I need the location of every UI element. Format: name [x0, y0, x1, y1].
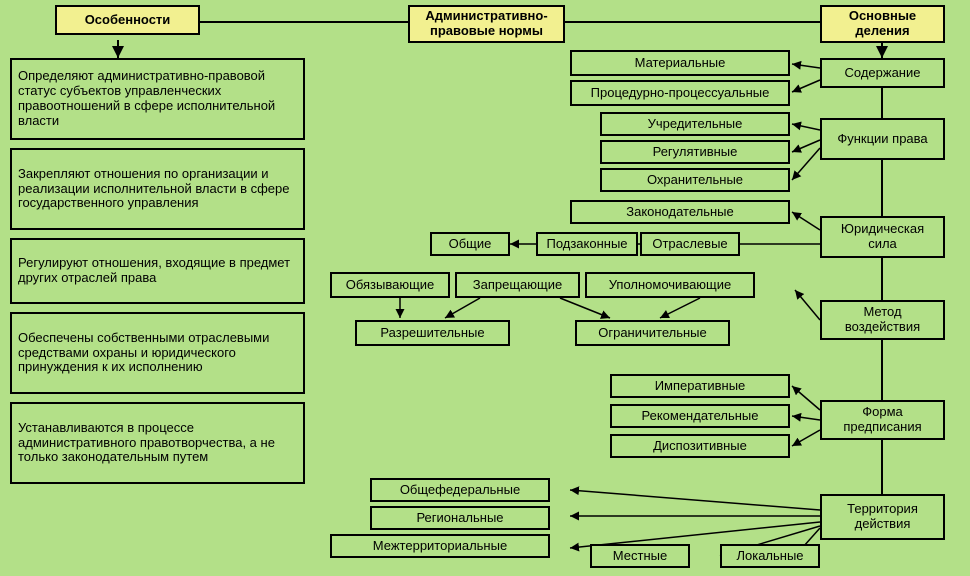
feature-box-2: Регулируют отношения, входя­щие в предме…: [10, 238, 305, 304]
header-main: Административно- правовые нормы: [408, 5, 565, 43]
header-features: Особенности: [55, 5, 200, 35]
item-branch: Отраслевые: [640, 232, 740, 256]
item-local: Местные: [590, 544, 690, 568]
item-local2: Локальные: [720, 544, 820, 568]
item-obliging: Обязывающие: [330, 272, 450, 298]
item-general: Общие: [430, 232, 510, 256]
item-material: Материальные: [570, 50, 790, 76]
item-regulatory: Регулятивные: [600, 140, 790, 164]
feature-box-3: Обеспечены собственными отраслевыми сред…: [10, 312, 305, 394]
feature-box-1: Закрепляют отношения по орга­низации и р…: [10, 148, 305, 230]
cat-legal-force: Юридическая сила: [820, 216, 945, 258]
cat-content: Содержание: [820, 58, 945, 88]
item-prohibiting: Запрещающие: [455, 272, 580, 298]
cat-functions: Функции права: [820, 118, 945, 160]
cat-territory: Территория действия: [820, 494, 945, 540]
cat-method: Метод воздействия: [820, 300, 945, 340]
feature-box-4: Устанавливаются в процессе административ…: [10, 402, 305, 484]
item-recommendation: Рекомендательные: [610, 404, 790, 428]
item-restrictive: Ограничительные: [575, 320, 730, 346]
item-regional: Региональные: [370, 506, 550, 530]
item-imperative: Императивные: [610, 374, 790, 398]
item-procedural: Процедурно-процессуальные: [570, 80, 790, 106]
item-authorizing: Уполномочивающие: [585, 272, 755, 298]
item-protective: Охранительные: [600, 168, 790, 192]
item-legislative: Законодательные: [570, 200, 790, 224]
item-permissive: Разрешительные: [355, 320, 510, 346]
item-sublegal: Подзаконные: [536, 232, 638, 256]
cat-form: Форма предписания: [820, 400, 945, 440]
item-dispositive: Диспозитивные: [610, 434, 790, 458]
item-federal: Общефедеральные: [370, 478, 550, 502]
feature-box-0: Определяют административно-правовой стат…: [10, 58, 305, 140]
header-divisions: Основные деления: [820, 5, 945, 43]
item-interterritorial: Межтерриториальные: [330, 534, 550, 558]
item-founding: Учредительные: [600, 112, 790, 136]
